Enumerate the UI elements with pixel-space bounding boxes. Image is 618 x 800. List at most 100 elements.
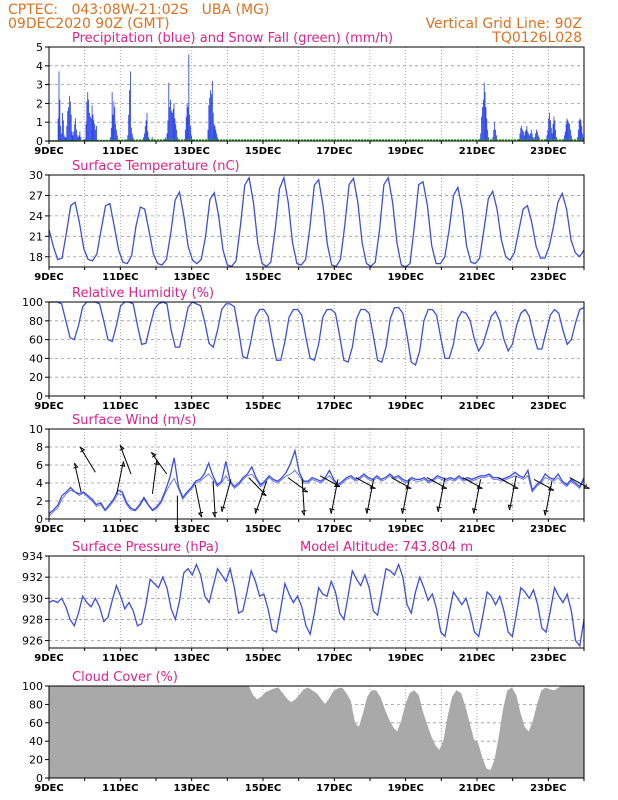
precip-bar — [524, 131, 526, 141]
precip-bar — [519, 133, 521, 141]
wind-arrowhead — [329, 508, 335, 514]
wind-arrow — [544, 481, 553, 516]
y-tick-label: 0 — [36, 772, 43, 785]
precip-bar — [116, 129, 117, 141]
precip-bar — [170, 110, 172, 141]
precip-bar — [170, 99, 171, 141]
precip-bar — [217, 137, 218, 141]
precip-bar — [148, 137, 150, 141]
precip-bar — [57, 118, 59, 141]
precip-bar — [62, 112, 63, 141]
precip-bar — [68, 107, 69, 141]
precip-bar — [62, 120, 64, 141]
y-tick-label: 6 — [36, 459, 43, 472]
y-tick-label: 100 — [22, 296, 43, 309]
x-tick-label: 13DEC — [173, 401, 209, 412]
precip-bar — [209, 97, 211, 141]
wind-arrow — [402, 479, 410, 514]
precip-bar — [111, 92, 113, 141]
precip-bar — [85, 124, 87, 141]
precip-bar — [521, 125, 523, 141]
panel-frame — [48, 174, 585, 268]
precip-bar — [89, 116, 91, 141]
x-tick-label: 11DEC — [102, 524, 138, 535]
precip-bar — [495, 135, 497, 141]
precip-bar — [175, 124, 177, 141]
precip-bar — [145, 120, 147, 141]
precip-bar — [189, 114, 191, 141]
precip-bar — [487, 129, 489, 141]
wind-arrowhead — [436, 506, 442, 512]
precip-bar — [79, 131, 81, 141]
wind-arrow — [151, 459, 158, 494]
y-tick-label: 20 — [29, 754, 43, 767]
x-tick-label: 15DEC — [245, 146, 281, 157]
precip-bar — [523, 131, 524, 141]
x-tick-label: 15DEC — [245, 653, 281, 664]
precip-bar — [75, 118, 76, 141]
wind-arrowhead — [73, 462, 79, 469]
precip-bar — [80, 137, 82, 141]
x-tick-label: 9DEC — [34, 783, 63, 794]
wind-arrow — [287, 477, 309, 493]
panel-frame — [48, 301, 585, 397]
precip-bar — [130, 71, 131, 141]
y-tick-label: 2 — [36, 495, 43, 508]
precip-bar — [494, 122, 496, 141]
precip-bar — [577, 129, 579, 141]
precip-bar — [147, 131, 149, 141]
y-tick-label: 4 — [36, 60, 43, 73]
panel-cloud: 0 20 40 60 80 100 9DEC 11DEC 13DEC 15DEC 17DEC 19DE… — [22, 670, 585, 794]
y-tick-label: 934 — [22, 550, 43, 563]
x-tick-label: 23DEC — [530, 653, 566, 664]
x-tick-label: 23DEC — [530, 272, 566, 283]
x-tick-label: 9DEC — [34, 272, 63, 283]
precip-bar — [529, 135, 530, 141]
precip-bar — [89, 112, 90, 141]
precip-bar — [188, 54, 190, 141]
x-tick-label: 9DEC — [34, 401, 63, 412]
precip-bar — [523, 135, 525, 141]
precip-bar — [547, 129, 549, 141]
wind-arrow — [221, 479, 232, 512]
precip-bar — [579, 118, 581, 141]
precip-bar — [95, 129, 96, 141]
precip-bar — [537, 135, 539, 141]
precip-bar — [580, 120, 582, 141]
wind-arrow — [150, 452, 168, 475]
precip-bar — [211, 94, 212, 141]
precip-bar — [190, 125, 191, 141]
precip-bar — [59, 99, 61, 141]
y-tick-label: 40 — [29, 735, 43, 748]
precip-bar — [480, 133, 482, 141]
panel-frame — [48, 555, 585, 649]
x-tick-label: 11DEC — [102, 783, 138, 794]
precip-bar — [166, 133, 168, 141]
x-tick-label: 17DEC — [316, 524, 352, 535]
precip-bar — [129, 90, 130, 141]
wind-arrowhead — [301, 510, 307, 516]
temp-line-0 — [48, 175, 585, 268]
snow-line — [48, 139, 584, 142]
precip-bar — [77, 137, 79, 141]
precip-bar — [69, 95, 70, 141]
precip-bar — [492, 137, 494, 141]
y-tick-label: 20 — [29, 371, 43, 384]
wind-arrowhead — [197, 511, 204, 518]
precip-bar — [92, 114, 94, 141]
rh-line-0 — [49, 301, 585, 367]
wind-arrow — [194, 484, 203, 518]
y-tick-label: 5 — [36, 41, 43, 54]
precip-bar — [164, 137, 166, 141]
temp-title: Surface Temperature (nC) — [72, 159, 240, 174]
x-tick-label: 11DEC — [102, 272, 138, 283]
pres-line-0 — [48, 562, 585, 648]
precip-bar — [69, 101, 71, 141]
precip-bar — [530, 129, 532, 141]
precip-bar — [174, 118, 176, 141]
wind-arrow — [569, 477, 590, 489]
precip-bar — [215, 129, 217, 141]
precip-bar — [551, 133, 553, 141]
x-tick-label: 23DEC — [530, 783, 566, 794]
wind-arrow — [255, 481, 268, 514]
